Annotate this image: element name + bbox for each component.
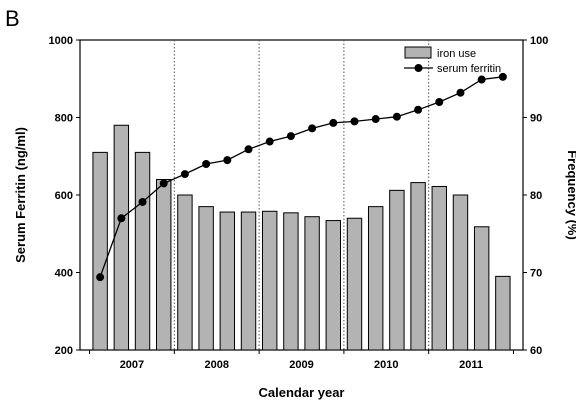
panel-label: B (5, 6, 20, 31)
right-tick-label: 100 (530, 35, 548, 47)
line-point (138, 197, 147, 206)
x-tick-label: 2008 (204, 359, 228, 371)
bar-series (92, 124, 511, 351)
legend-bar-label: iron use (437, 48, 476, 60)
right-axis: 60 70 80 90 100 (523, 35, 548, 357)
x-tick-label: 2007 (120, 359, 144, 371)
right-tick-label: 60 (530, 345, 542, 357)
line-point (329, 118, 338, 127)
legend-line-label: serum ferritin (437, 63, 501, 75)
line-point (180, 170, 189, 179)
left-tick-label: 800 (55, 113, 73, 125)
bar (261, 210, 278, 351)
right-axis-title: Frequency (%) (565, 150, 576, 240)
line-point (308, 124, 317, 133)
left-axis-title: Serum Ferritin (ng/ml) (13, 127, 28, 263)
line-point (414, 105, 423, 114)
x-axis-title: Calendar year (259, 385, 345, 400)
line-point (159, 179, 168, 188)
left-tick-label: 200 (55, 345, 73, 357)
bar (452, 194, 469, 351)
line-point (477, 75, 486, 84)
line-point (498, 72, 507, 81)
x-axis: 2007 2008 2009 2010 2011 (89, 350, 514, 371)
legend-bar-swatch (404, 46, 432, 59)
left-tick-label: 600 (55, 190, 73, 202)
bar (367, 206, 384, 351)
year-separators (173, 40, 430, 350)
line-point (244, 145, 253, 154)
right-tick-label: 70 (530, 268, 542, 280)
legend-line-marker (414, 64, 423, 72)
line-point (456, 88, 465, 97)
bar (346, 217, 363, 351)
x-tick-label: 2010 (374, 359, 398, 371)
bar (431, 185, 447, 351)
bar (240, 211, 257, 351)
line-point (223, 156, 232, 165)
line-point (265, 137, 274, 146)
x-tick-label: 2011 (459, 359, 483, 371)
bar (389, 189, 405, 351)
bar (410, 182, 426, 351)
left-axis: 200 400 600 800 1000 (49, 35, 80, 357)
bar (304, 216, 320, 351)
left-tick-label: 400 (55, 268, 73, 280)
bar (325, 220, 342, 351)
bar (134, 151, 151, 351)
right-tick-label: 90 (530, 113, 542, 125)
bar (177, 194, 193, 351)
left-tick-label: 1000 (49, 35, 73, 47)
bar (219, 211, 236, 351)
line-point (202, 160, 211, 168)
line-point (392, 112, 401, 121)
bar (92, 151, 108, 351)
bar (198, 206, 214, 351)
bar (156, 179, 172, 351)
x-tick-label: 2009 (289, 359, 313, 371)
bar (113, 124, 130, 351)
bar (495, 275, 511, 351)
legend: iron use serum ferritin (404, 46, 501, 75)
line-point (350, 117, 359, 126)
right-tick-label: 80 (530, 190, 542, 202)
line-point (371, 115, 380, 124)
line-point (286, 132, 295, 141)
line-point (117, 214, 126, 223)
bar (473, 226, 490, 351)
bar (283, 212, 299, 351)
line-point (96, 273, 105, 282)
line-series (96, 72, 507, 282)
line-point (435, 98, 444, 106)
